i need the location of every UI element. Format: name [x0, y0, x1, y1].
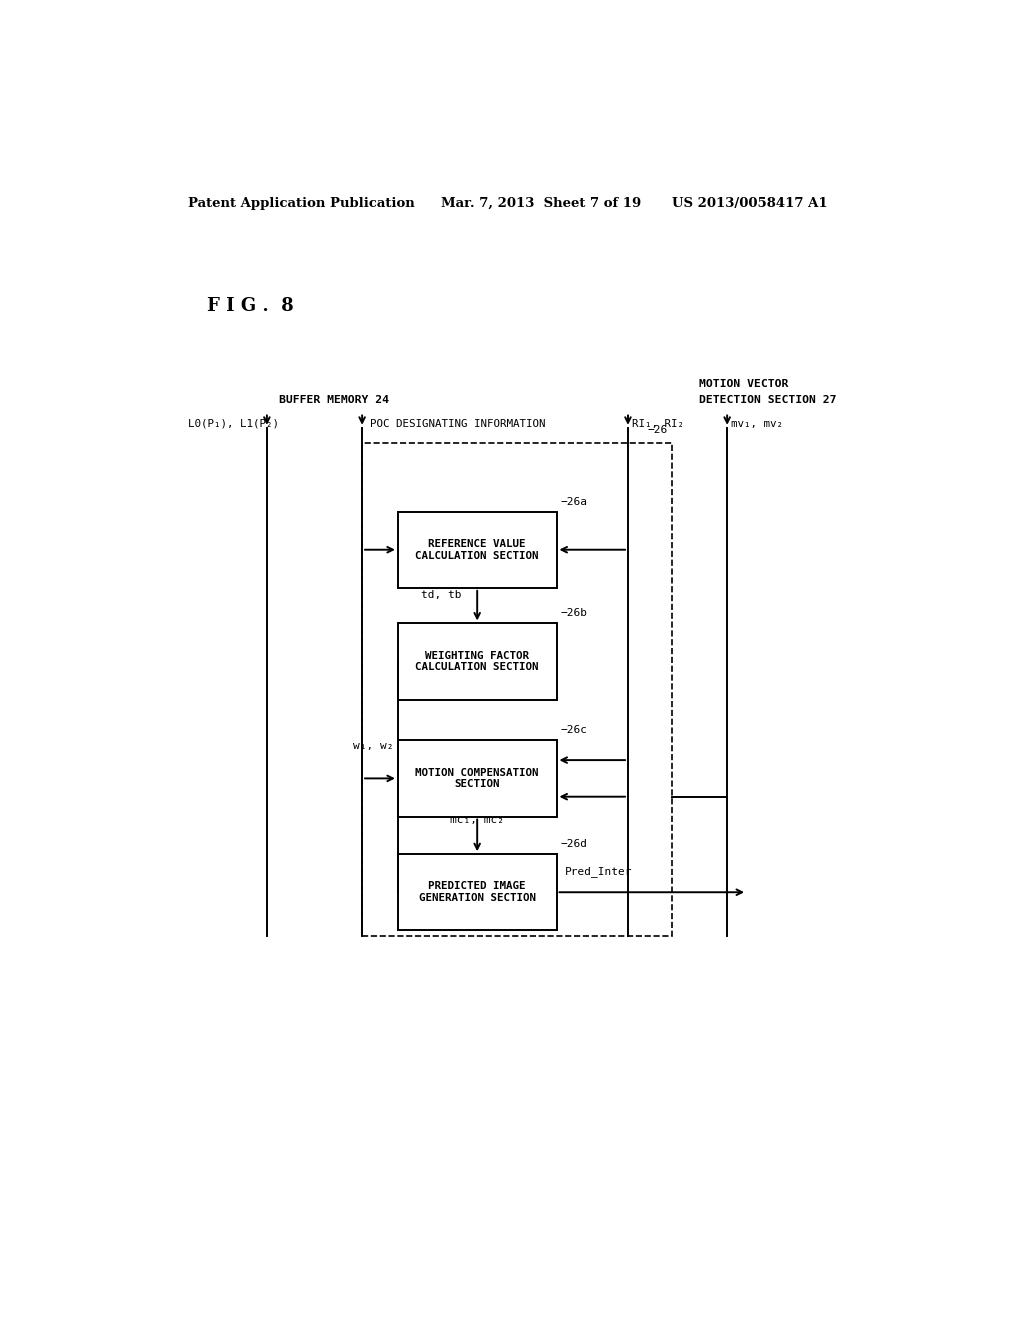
- Text: td, tb: td, tb: [421, 590, 461, 601]
- Text: MOTION COMPENSATION
SECTION: MOTION COMPENSATION SECTION: [416, 768, 539, 789]
- Text: US 2013/0058417 A1: US 2013/0058417 A1: [672, 197, 827, 210]
- Text: L0(P₁), L1(P₂): L0(P₁), L1(P₂): [187, 418, 279, 429]
- Text: DETECTION SECTION 27: DETECTION SECTION 27: [699, 395, 837, 405]
- Text: POC DESIGNATING INFORMATION: POC DESIGNATING INFORMATION: [370, 418, 546, 429]
- Bar: [397, 512, 557, 587]
- Text: F I G .  8: F I G . 8: [207, 297, 294, 314]
- Text: −26b: −26b: [560, 609, 588, 618]
- Text: −26a: −26a: [560, 496, 588, 507]
- Bar: [397, 623, 557, 700]
- Text: −26d: −26d: [560, 840, 588, 849]
- Bar: [362, 444, 672, 936]
- Text: −26c: −26c: [560, 725, 588, 735]
- Text: BUFFER MEMORY 24: BUFFER MEMORY 24: [279, 395, 389, 405]
- Text: PREDICTED IMAGE
GENERATION SECTION: PREDICTED IMAGE GENERATION SECTION: [419, 882, 536, 903]
- Bar: [397, 854, 557, 931]
- Text: MOTION VECTOR: MOTION VECTOR: [699, 379, 788, 389]
- Text: RI₁, RI₂: RI₁, RI₂: [632, 418, 684, 429]
- Text: Pred_Inter: Pred_Inter: [564, 866, 632, 876]
- Text: −26: −26: [647, 425, 668, 434]
- Text: Mar. 7, 2013  Sheet 7 of 19: Mar. 7, 2013 Sheet 7 of 19: [441, 197, 642, 210]
- Bar: [397, 741, 557, 817]
- Text: Patent Application Publication: Patent Application Publication: [187, 197, 415, 210]
- Text: w₁, w₂: w₁, w₂: [353, 742, 394, 751]
- Text: WEIGHTING FACTOR
CALCULATION SECTION: WEIGHTING FACTOR CALCULATION SECTION: [416, 651, 539, 672]
- Text: REFERENCE VALUE
CALCULATION SECTION: REFERENCE VALUE CALCULATION SECTION: [416, 539, 539, 561]
- Text: mc₁, mc₂: mc₁, mc₂: [451, 816, 504, 825]
- Text: mv₁, mv₂: mv₁, mv₂: [731, 418, 783, 429]
